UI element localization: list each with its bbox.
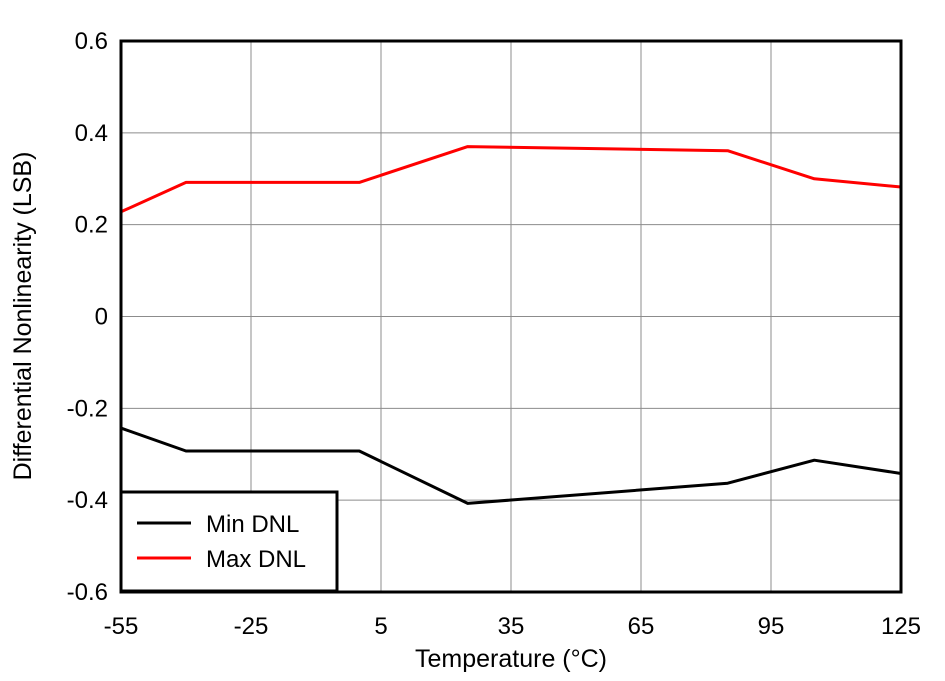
y-tick-label: 0.6: [75, 28, 108, 55]
x-tick-label: -25: [234, 613, 269, 640]
y-tick-labels: 0.6 0.4 0.2 0 -0.2 -0.4 -0.6: [67, 28, 108, 606]
x-tick-label: 35: [498, 613, 525, 640]
x-tick-label: 5: [374, 613, 387, 640]
y-tick-label: -0.4: [67, 487, 108, 514]
x-tick-label: -55: [104, 613, 139, 640]
grid-lines: [121, 41, 901, 592]
series-line-min-dnl: [120, 426, 902, 505]
x-tick-label: 95: [758, 613, 785, 640]
y-tick-label: -0.2: [67, 395, 108, 422]
legend-box: [119, 490, 339, 593]
y-tick-label: -0.6: [67, 579, 108, 606]
x-tick-labels: -55 -25 5 35 65 95 125: [104, 613, 921, 640]
plot-frame: [119, 39, 903, 594]
x-tick-label: 65: [628, 613, 655, 640]
y-tick-label: 0.2: [75, 212, 108, 239]
series-line-max-dnl: [120, 145, 902, 214]
legend: Min DNL Max DNL: [119, 490, 339, 593]
legend-label-max-dnl: Max DNL: [206, 546, 306, 573]
y-tick-label: 0: [95, 304, 108, 331]
series-lines: [120, 145, 902, 505]
x-axis-label: Temperature (°C): [415, 645, 607, 673]
x-tick-label: 125: [881, 613, 921, 640]
y-tick-label: 0.4: [75, 120, 108, 147]
y-axis-label: Differential Nonlinearity (LSB): [9, 152, 37, 481]
legend-label-min-dnl: Min DNL: [206, 511, 299, 538]
